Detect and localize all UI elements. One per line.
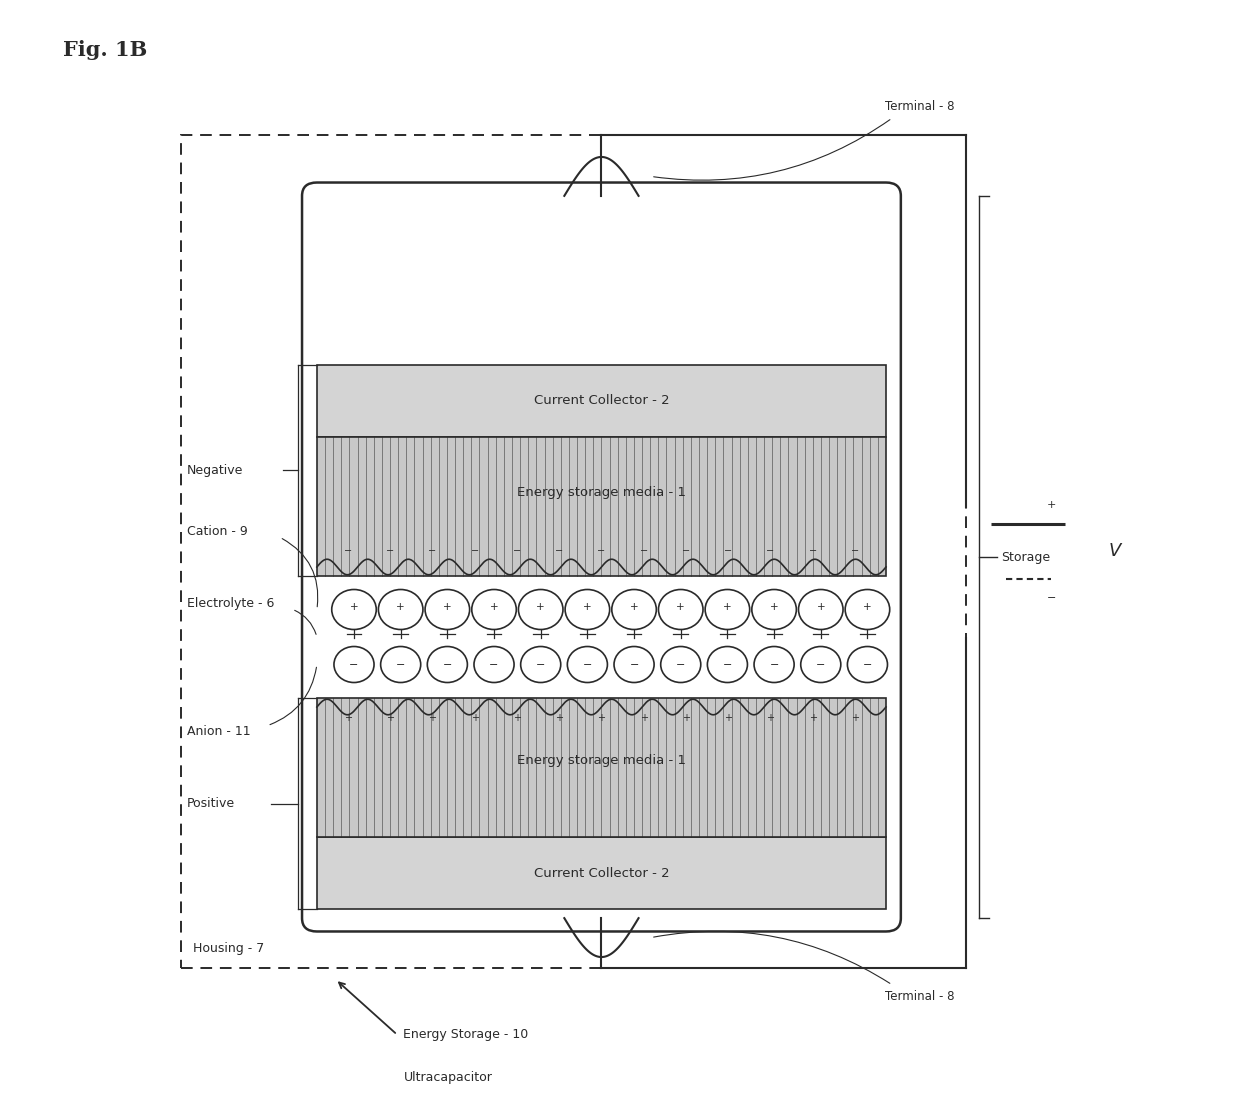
Text: +: + (443, 603, 451, 613)
Text: Current Collector - 2: Current Collector - 2 (533, 394, 670, 408)
FancyBboxPatch shape (303, 183, 900, 931)
Text: V: V (1109, 543, 1121, 560)
Text: Energy storage media - 1: Energy storage media - 1 (517, 754, 686, 768)
Text: Storage: Storage (1001, 550, 1050, 564)
Text: +: + (490, 603, 498, 613)
Text: −: − (343, 547, 352, 557)
Circle shape (658, 589, 703, 629)
Bar (317, 698, 887, 837)
Text: −: − (490, 659, 498, 670)
Text: −: − (808, 547, 817, 557)
Text: Ultracapacitor: Ultracapacitor (403, 1071, 492, 1084)
Bar (317, 437, 887, 576)
Circle shape (847, 646, 888, 683)
Text: +: + (386, 713, 394, 723)
Text: +: + (808, 713, 817, 723)
Text: +: + (682, 713, 689, 723)
Text: Current Collector - 2: Current Collector - 2 (533, 867, 670, 880)
Text: −: − (470, 547, 479, 557)
Text: +: + (1047, 500, 1056, 510)
Text: −: − (769, 659, 779, 670)
Text: −: − (396, 659, 405, 670)
Text: −: − (851, 547, 859, 557)
Circle shape (754, 646, 794, 683)
Text: +: + (343, 713, 352, 723)
Text: +: + (863, 603, 872, 613)
Text: +: + (723, 603, 732, 613)
Circle shape (846, 589, 890, 629)
Text: Energy Storage - 10: Energy Storage - 10 (403, 1028, 528, 1042)
Text: Cation - 9: Cation - 9 (187, 525, 248, 538)
Circle shape (565, 589, 610, 629)
Text: +: + (598, 713, 605, 723)
Circle shape (799, 589, 843, 629)
Circle shape (568, 646, 608, 683)
Text: −: − (598, 547, 605, 557)
Text: Energy storage media - 1: Energy storage media - 1 (517, 486, 686, 499)
Text: Anion - 11: Anion - 11 (187, 725, 250, 737)
Circle shape (378, 589, 423, 629)
Text: −: − (676, 659, 686, 670)
Text: +: + (851, 713, 859, 723)
Circle shape (801, 646, 841, 683)
Text: +: + (677, 603, 684, 613)
Circle shape (706, 589, 750, 629)
Circle shape (381, 646, 420, 683)
Text: +: + (630, 603, 639, 613)
Circle shape (428, 646, 467, 683)
Text: −: − (723, 659, 732, 670)
Circle shape (521, 646, 560, 683)
Text: −: − (816, 659, 826, 670)
Text: −: − (386, 547, 394, 557)
Text: Housing - 7: Housing - 7 (193, 941, 264, 955)
Text: −: − (630, 659, 639, 670)
Text: −: − (724, 547, 733, 557)
Text: +: + (513, 713, 521, 723)
Text: −: − (682, 547, 689, 557)
Text: −: − (350, 659, 358, 670)
Bar (317, 837, 887, 909)
Circle shape (471, 589, 516, 629)
Text: +: + (471, 713, 479, 723)
Circle shape (611, 589, 656, 629)
Text: +: + (583, 603, 591, 613)
Text: +: + (724, 713, 733, 723)
Text: +: + (816, 603, 825, 613)
Circle shape (661, 646, 701, 683)
Text: −: − (640, 547, 647, 557)
Text: −: − (583, 659, 591, 670)
Text: −: − (1047, 593, 1056, 603)
Text: +: + (770, 603, 779, 613)
Text: −: − (556, 547, 563, 557)
Text: +: + (537, 603, 546, 613)
Circle shape (614, 646, 655, 683)
Text: Electrolyte - 6: Electrolyte - 6 (187, 597, 274, 610)
Text: +: + (397, 603, 405, 613)
Bar (181, 135, 966, 968)
Circle shape (334, 646, 374, 683)
Text: −: − (443, 659, 453, 670)
Text: Negative: Negative (187, 463, 243, 477)
Circle shape (518, 589, 563, 629)
Text: +: + (350, 603, 358, 613)
Text: −: − (536, 659, 546, 670)
Text: Terminal - 8: Terminal - 8 (884, 990, 954, 1004)
Text: −: − (863, 659, 872, 670)
Text: +: + (766, 713, 775, 723)
Text: Fig. 1B: Fig. 1B (63, 40, 148, 60)
Circle shape (425, 589, 470, 629)
Text: −: − (766, 547, 775, 557)
Circle shape (332, 589, 376, 629)
Text: Positive: Positive (187, 798, 236, 810)
Text: +: + (428, 713, 436, 723)
Text: −: − (428, 547, 436, 557)
Circle shape (707, 646, 748, 683)
Text: +: + (556, 713, 563, 723)
Text: −: − (513, 547, 521, 557)
Circle shape (474, 646, 515, 683)
Circle shape (751, 589, 796, 629)
Text: +: + (640, 713, 647, 723)
Bar (317, 364, 887, 437)
Text: Terminal - 8: Terminal - 8 (884, 99, 954, 113)
